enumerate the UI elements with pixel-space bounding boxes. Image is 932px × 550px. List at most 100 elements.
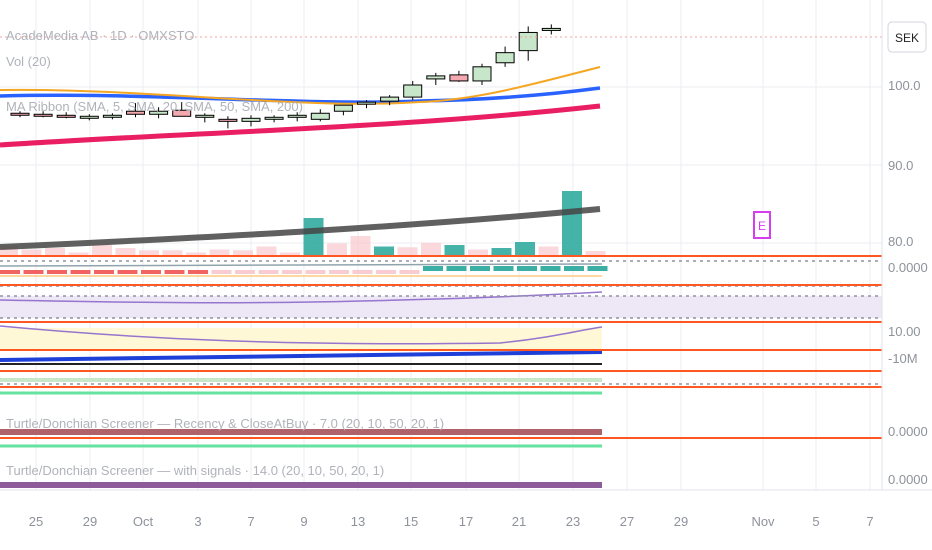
x-label-8: 17 [459,514,473,529]
y-label-7: 0.0000 [888,472,928,487]
y-label-4: 10.00 [888,324,921,339]
volume-legend: Vol (20) [6,54,51,69]
volume-bar-20 [468,249,488,257]
hist-bar-22 [517,266,537,271]
candle-body-16 [380,96,400,102]
volume-bar-12 [280,252,300,257]
hist-bar-15 [352,270,373,274]
x-label-0: 25 [29,514,43,529]
hist-bar-13 [305,270,326,274]
candles [10,24,561,129]
candle-body-1 [33,113,53,117]
y-label-5: -10M [888,351,918,366]
volume-bar-22 [515,242,535,257]
hist-bar-24 [564,266,584,271]
turtle-legend-1: Turtle/Donchian Screener — Recency & Clo… [6,416,444,431]
y-axis-labels: 100.0 90.0 80.0 0.0000 10.00 -10M 0.0000 0.0000 [888,78,928,487]
hist-bar-12 [282,270,302,274]
y-label-0: 100.0 [888,78,921,93]
x-label-6: 13 [351,514,365,529]
pane-separators [0,255,932,439]
volume-bar-3 [68,252,89,257]
hist-bar-11 [258,270,279,274]
earnings-marker-label: E [758,219,766,233]
hist-bar-23 [540,266,561,271]
price-axis[interactable] [882,0,932,550]
hist-bar-25 [587,266,608,271]
symbol-title: AcadeMedia AB · 1D · OMXSTO [6,28,194,43]
hist-bar-10 [235,270,255,274]
volume-bar-23 [538,246,559,257]
candle-body-4 [102,114,122,118]
hist-bar-6 [141,270,161,274]
volume-bar-1 [21,249,42,257]
x-label-1: 29 [83,514,97,529]
candle-body-12 [287,114,307,118]
volume-bar-17 [397,247,418,257]
rsi-band [0,296,882,318]
volume-bar-16 [374,246,394,257]
candle-body-19 [449,74,469,82]
candle-body-17 [403,84,423,98]
earnings-marker[interactable] [753,211,771,239]
volume-bar-24 [562,191,582,257]
candle-body-6 [149,110,169,115]
currency-badge[interactable]: SEK [887,21,927,53]
candle-body-0 [10,112,30,116]
x-label-10: 23 [566,514,580,529]
y-label-2: 80.0 [888,234,913,249]
hist-bar-21 [493,266,514,271]
x-label-13: Nov [751,514,775,529]
x-axis-labels: 25 29 Oct 3 7 9 13 15 17 21 23 27 29 Nov 5 7 [29,514,874,529]
candle-body-23 [541,27,561,31]
candle-body-13 [310,112,330,120]
hist-bar-7 [164,270,185,274]
y-label-6: 0.0000 [888,424,928,439]
stoch-line [0,325,603,345]
candle-body-11 [264,116,284,120]
x-label-5: 9 [300,514,307,529]
hist-bar-9 [211,270,232,274]
turtle-legend-2: Turtle/Donchian Screener — with signals … [6,463,384,478]
hist-bar-16 [376,270,396,274]
x-label-4: 7 [247,514,254,529]
y-label-3: 0.0000 [888,260,928,275]
volume-bar-2 [45,248,65,257]
ma-ribbon-legend: MA Ribbon (SMA, 5, SMA, 20, SMA, 50, SMA… [6,99,303,114]
volume-bar-18 [421,242,441,257]
volume-bar-8 [186,252,206,257]
y-label-1: 90.0 [888,158,913,173]
currency-label: SEK [895,31,919,45]
volume-bar-14 [327,243,347,257]
volume-bar-11 [256,246,277,257]
volume-bar-0 [0,245,18,257]
hist-bar-1 [23,270,44,274]
volume-bar-5 [115,248,136,257]
hist-bar-8 [188,270,208,274]
candle-body-22 [518,31,538,52]
volume-bar-10 [233,250,253,257]
volume-bar-6 [139,250,159,257]
obv-line [0,350,603,362]
ma200-line [0,206,601,250]
x-label-7: 15 [404,514,418,529]
hist-bar-14 [329,270,349,274]
x-label-2: Oct [133,514,154,529]
candle-body-5 [126,110,145,115]
candle-body-8 [195,114,215,118]
candle-body-20 [472,66,492,82]
currency-badge-box [887,21,927,53]
volume-bar-15 [350,236,371,257]
hist-bar-17 [399,270,420,274]
candle-body-7 [172,109,192,117]
signal-line-1 [0,263,603,267]
candle-body-15 [357,101,376,105]
hist-bar-3 [70,270,91,274]
x-label-9: 21 [512,514,526,529]
volume-bar-19 [444,245,465,257]
x-label-12: 29 [674,514,688,529]
hist-bar-5 [117,270,138,274]
x-label-3: 3 [194,514,201,529]
hist-bar-20 [470,266,490,271]
